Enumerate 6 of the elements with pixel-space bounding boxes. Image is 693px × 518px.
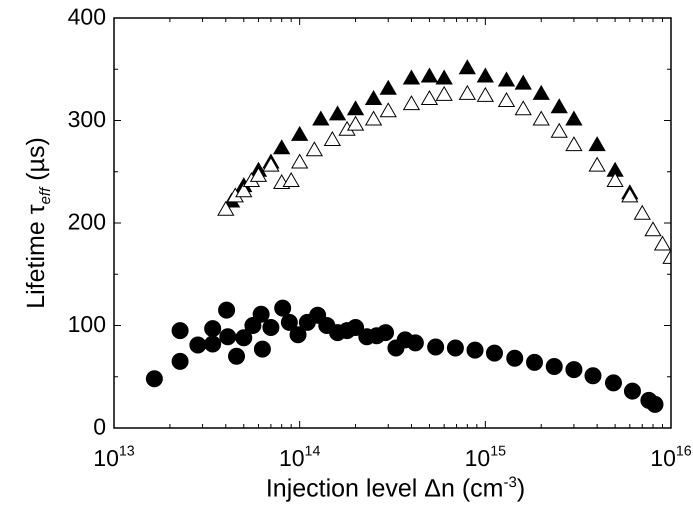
y-tick-label: 0 <box>93 413 106 440</box>
y-tick-label: 400 <box>68 3 106 30</box>
y-tick-label: 200 <box>68 208 106 234</box>
y-tick-label: 100 <box>68 310 106 337</box>
x-axis-title: Injection level Δn (cm$^{-3}$) <box>264 474 526 504</box>
y-tick-label: 300 <box>68 106 106 132</box>
